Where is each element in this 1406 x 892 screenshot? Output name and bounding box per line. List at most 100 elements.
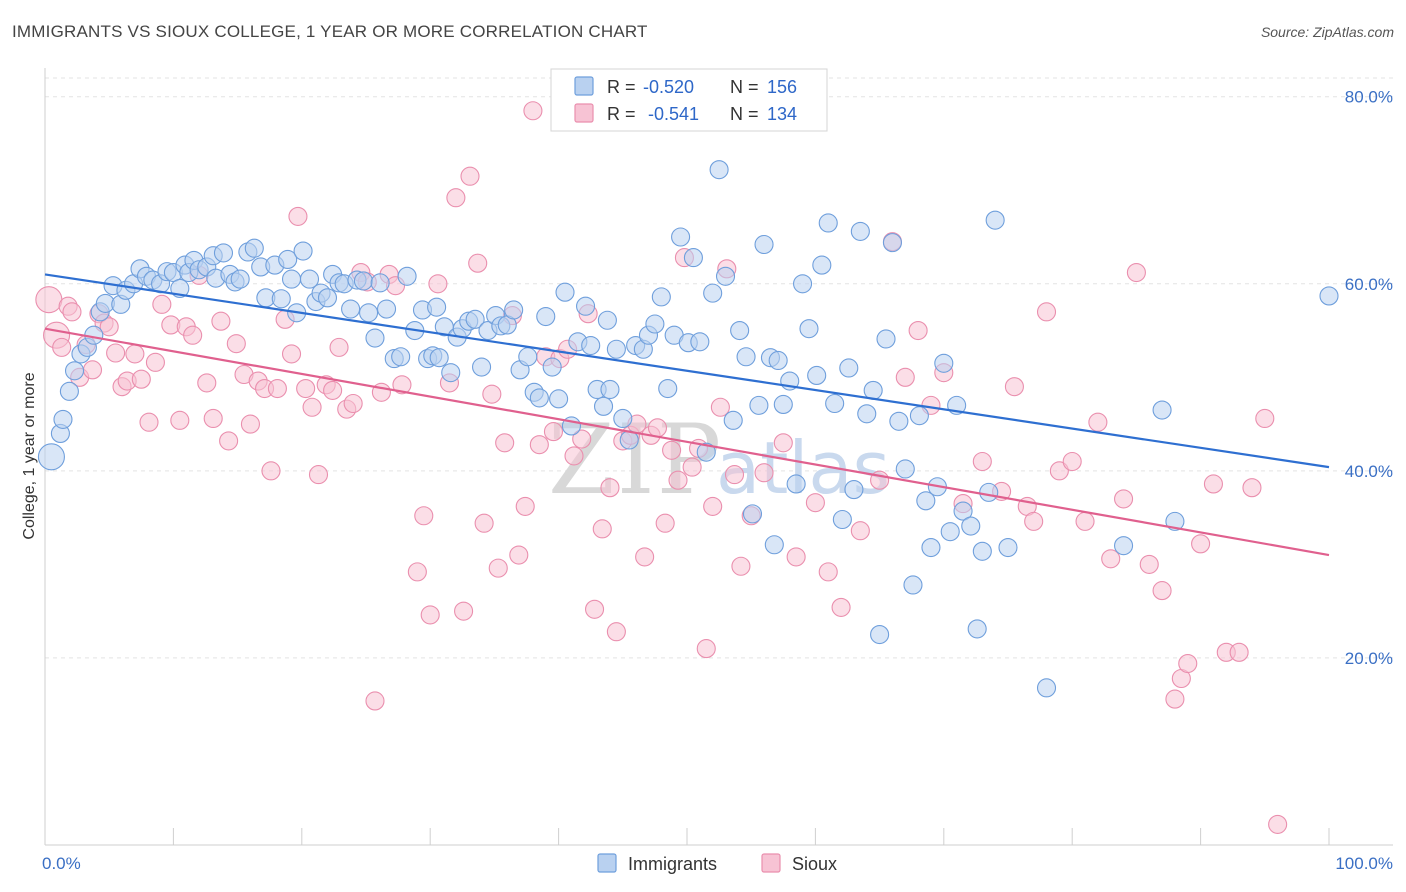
immigrants-point [651, 287, 671, 307]
sioux-point [152, 294, 172, 314]
sioux-point [1101, 549, 1121, 569]
immigrants-point [895, 459, 915, 479]
sioux-point [1268, 814, 1288, 834]
immigrants-trend-line [44, 273, 1330, 469]
immigrants-point [427, 297, 447, 317]
immigrants-point [742, 504, 763, 524]
sioux-point [1062, 451, 1082, 472]
sioux-point [818, 562, 838, 582]
immigrants-point [370, 273, 390, 293]
sioux-point [170, 410, 190, 430]
immigrants-point [299, 269, 320, 289]
legend-r-value-1: -0.520 [643, 77, 694, 97]
immigrants-point [703, 283, 723, 303]
sioux-point [1075, 511, 1095, 531]
legend-box: R = -0.520 N = 156 R = -0.541 N = 134 [550, 68, 828, 132]
sioux-point [106, 343, 126, 363]
bottom-legend-swatch-immigrants [597, 853, 617, 873]
watermark-atlas: atlas [716, 426, 890, 510]
immigrants-point [715, 266, 736, 286]
sioux-point [35, 286, 63, 314]
immigrants-point [59, 381, 79, 401]
immigrants-point [353, 271, 373, 291]
immigrants-point [870, 624, 890, 645]
immigrants-point [683, 248, 703, 268]
bottom-legend-sioux: Sioux [792, 854, 837, 874]
legend-n-label-1: N = [730, 77, 759, 97]
immigrants-point [998, 538, 1018, 558]
sioux-point [592, 519, 612, 539]
immigrants-point [953, 501, 973, 521]
immigrants-point [940, 522, 960, 542]
sioux-point [1178, 653, 1198, 674]
immigrants-point [359, 303, 379, 323]
immigrants-point [876, 329, 896, 349]
sioux-point [1203, 474, 1223, 494]
sioux-point [296, 378, 316, 399]
sioux-point [211, 311, 231, 331]
sioux-point [731, 556, 751, 576]
immigrants-point [441, 363, 461, 383]
immigrants-point [832, 509, 852, 530]
immigrants-point [961, 516, 981, 536]
legend-r-value-2: -0.541 [648, 104, 699, 124]
sioux-point [308, 465, 329, 485]
bottom-legend-immigrants: Immigrants [628, 854, 717, 874]
immigrants-point [768, 350, 788, 371]
immigrants-point [839, 358, 859, 378]
y-axis-label: College, 1 year or more [21, 372, 38, 539]
sioux-point [1004, 377, 1024, 397]
immigrants-point [278, 249, 298, 270]
sioux-point [515, 496, 535, 516]
immigrants-point [889, 411, 909, 431]
y-tick-label: 20.0% [1345, 649, 1393, 668]
immigrants-point [773, 394, 793, 414]
immigrants-point [600, 379, 620, 400]
immigrants-point [555, 282, 575, 302]
sioux-point [696, 639, 716, 659]
immigrants-point [397, 266, 417, 286]
sioux-point [495, 433, 515, 453]
immigrants-point [518, 347, 538, 367]
immigrants-point [576, 296, 596, 316]
sioux-point [226, 334, 246, 354]
sioux-point [543, 422, 564, 442]
immigrants-point [581, 335, 601, 356]
sioux-point [895, 367, 915, 387]
immigrants-point [317, 288, 338, 308]
sioux-point [99, 317, 119, 337]
immigrants-point [709, 160, 729, 180]
immigrants-point [985, 210, 1005, 230]
sioux-point [703, 496, 723, 516]
sioux-point [655, 513, 675, 533]
sioux-point [1229, 642, 1249, 662]
sioux-point [240, 414, 260, 434]
immigrants-point [536, 306, 556, 327]
sioux-point [662, 440, 682, 460]
sioux-point [805, 493, 825, 513]
x-tick-label-max: 100.0% [1335, 854, 1393, 873]
sioux-point [754, 463, 774, 483]
sioux-point [908, 320, 928, 341]
sioux-point [288, 206, 308, 226]
sioux-point [529, 435, 549, 455]
sioux-point [1049, 461, 1069, 481]
sioux-point [1255, 408, 1275, 429]
immigrants-point [64, 361, 85, 381]
sioux-point [454, 601, 474, 621]
sioux-point [203, 408, 223, 429]
immigrants-point [281, 269, 302, 289]
immigrants-point [365, 328, 385, 348]
immigrants-point [690, 332, 710, 352]
sioux-point [468, 253, 488, 273]
sioux-point [572, 429, 592, 449]
sioux-point [1024, 511, 1044, 531]
sioux-point [585, 599, 605, 619]
immigrants-point [979, 482, 999, 502]
immigrants-point [465, 309, 485, 329]
sioux-point [460, 166, 480, 186]
immigrants-point [293, 241, 313, 261]
chart-title: IMMIGRANTS VS SIOUX COLLEGE, 1 YEAR OR M… [12, 22, 648, 41]
sioux-point [125, 344, 145, 364]
